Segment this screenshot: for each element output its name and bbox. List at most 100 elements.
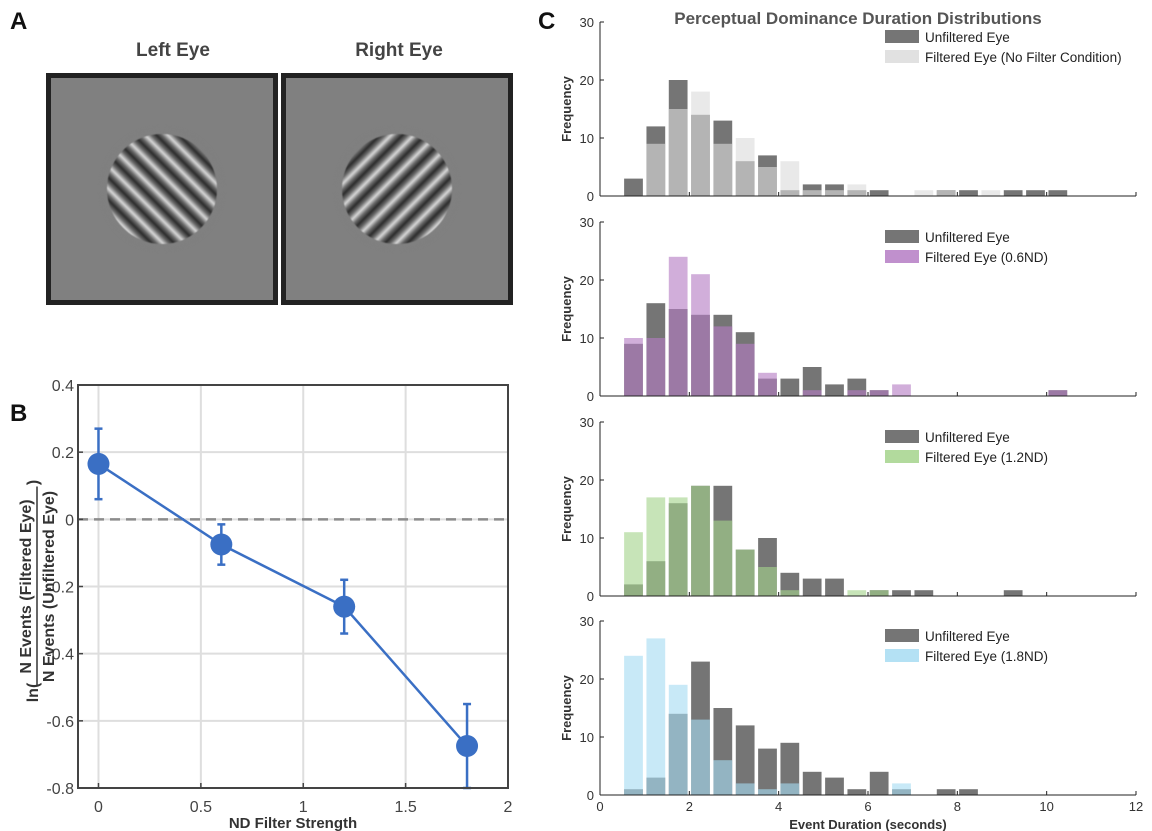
c-bar-filtered [981, 190, 1001, 196]
left-grating [107, 134, 217, 244]
c-bar-filtered [825, 190, 844, 196]
b-data-point [333, 595, 356, 618]
c-bar-filtered [646, 497, 666, 596]
c-bar-filtered [691, 91, 710, 196]
c-legend-label: Unfiltered Eye [925, 30, 1010, 45]
panel-label-b: B [10, 400, 28, 427]
c-bar-unfiltered [869, 190, 889, 196]
c-y-tick-label: 10 [580, 331, 594, 346]
c-bar-unfiltered [780, 378, 800, 396]
c-bar-filtered [847, 184, 867, 196]
b-x-tick-label: 2 [504, 799, 513, 816]
b-y-label-suffix: ) [25, 480, 42, 485]
c-y-tick-label: 30 [580, 15, 594, 30]
c-y-tick-label: 0 [587, 788, 594, 803]
c-legend-swatch [885, 450, 919, 463]
b-y-tick-label: 0 [65, 512, 74, 529]
c-y-tick-label: 0 [587, 589, 594, 604]
c-bar-unfiltered [1026, 190, 1045, 196]
b-x-tick-label: 0 [94, 799, 103, 816]
c-bar-filtered [713, 760, 733, 795]
c-subplot-2: 0 10 20 30 Frequency Unfiltered Eye Filtered E… [559, 215, 1137, 404]
c-legend-label: Filtered Eye (1.8ND) [925, 649, 1048, 664]
b-data-point [456, 735, 479, 758]
c-bar-filtered [668, 109, 688, 196]
c-bar-filtered [713, 143, 733, 196]
c-y-tick-label: 10 [580, 730, 594, 745]
c-bar-filtered [780, 590, 800, 596]
c-bar-filtered [802, 190, 822, 196]
chart-c: Perceptual Dominance Duration Distributi… [559, 9, 1143, 831]
c-y-tick-label: 20 [580, 672, 594, 687]
c-bar-filtered [668, 256, 688, 396]
c-y-axis-label: Frequency [559, 275, 574, 342]
b-data-layer [87, 427, 479, 790]
c-legend-swatch [885, 250, 919, 263]
b-y-tick-label: 0.2 [52, 445, 74, 462]
c-bar-unfiltered [959, 789, 978, 795]
c-bar-unfiltered [735, 725, 755, 795]
c-bar-unfiltered [802, 578, 822, 596]
c-legend-swatch [885, 430, 919, 443]
c-legend-label: Unfiltered Eye [925, 230, 1010, 245]
c-y-axis-label: Frequency [559, 475, 574, 542]
b-x-axis-label: ND Filter Strength [229, 815, 357, 831]
c-bar-unfiltered [825, 384, 844, 396]
right-eye-stimulus [281, 73, 513, 305]
c-bar-unfiltered [624, 178, 643, 196]
b-series-line [97, 462, 468, 747]
c-x-tick-label: 8 [954, 799, 961, 814]
panel-label-c: C [538, 8, 556, 35]
c-legend-swatch [885, 649, 919, 662]
c-bar-filtered [646, 338, 666, 396]
c-bar-filtered [914, 190, 934, 196]
c-y-axis-label: Frequency [559, 75, 574, 142]
c-bar-filtered [735, 783, 755, 795]
c-bar-filtered [758, 789, 777, 795]
c-x-tick-label: 4 [775, 799, 782, 814]
b-y-tick-label: -0.6 [46, 714, 74, 731]
c-legend-label: Unfiltered Eye [925, 629, 1010, 644]
c-legend-label: Filtered Eye (0.6ND) [925, 250, 1048, 265]
c-bar-filtered [735, 138, 755, 196]
c-legend-swatch [885, 50, 919, 63]
c-legend-label: Filtered Eye (No Filter Condition) [925, 50, 1122, 65]
c-bar-unfiltered [892, 590, 911, 596]
c-bar-filtered [780, 783, 800, 795]
c-bar-filtered [758, 167, 777, 196]
c-bar-filtered [735, 549, 755, 596]
b-grid [78, 384, 509, 789]
c-bar-filtered [624, 655, 643, 795]
c-subplot-4: 0 10 20 30 Frequency 0 2 4 6 8 10 12 Unfiltered Eye F… [559, 614, 1143, 814]
c-bar-unfiltered [1003, 590, 1023, 596]
right-eye-title: Right Eye [355, 40, 443, 61]
b-y-tick-label: -0.8 [46, 781, 74, 798]
c-bar-filtered [758, 372, 777, 396]
c-bar-unfiltered [1003, 190, 1023, 196]
c-bar-filtered [624, 338, 643, 396]
c-bar-filtered [869, 590, 889, 596]
b-data-point [87, 452, 110, 475]
c-bar-filtered [624, 532, 643, 596]
c-subplots: 0 10 20 30 Frequency Unfiltered Eye Filtered E… [559, 15, 1143, 814]
panel-label-a: A [10, 8, 28, 35]
c-bar-filtered [646, 143, 666, 196]
c-bar-unfiltered [914, 590, 934, 596]
c-y-tick-label: 0 [587, 189, 594, 204]
b-y-tick-label: -0.2 [46, 580, 74, 597]
c-bar-unfiltered [758, 748, 777, 795]
chart-b: 0.4 0.2 0 -0.2 -0.4 -0.6 -0.8 0 0.5 1 1.5 2 ND Fil… [18, 378, 513, 831]
c-bar-filtered [735, 343, 755, 396]
c-bar-filtered [869, 390, 889, 396]
c-x-tick-label: 6 [864, 799, 871, 814]
b-y-label-numerator: N Events (Filtered Eye) [18, 499, 35, 673]
c-bar-filtered [668, 684, 688, 795]
c-bar-unfiltered [802, 771, 822, 795]
c-bar-unfiltered [825, 777, 844, 795]
c-bar-filtered [691, 485, 710, 596]
c-bar-filtered [668, 497, 688, 596]
c-bar-filtered [847, 390, 867, 396]
c-bar-filtered [780, 161, 800, 196]
c-bar-filtered [802, 390, 822, 396]
c-y-axis-label: Frequency [559, 674, 574, 741]
